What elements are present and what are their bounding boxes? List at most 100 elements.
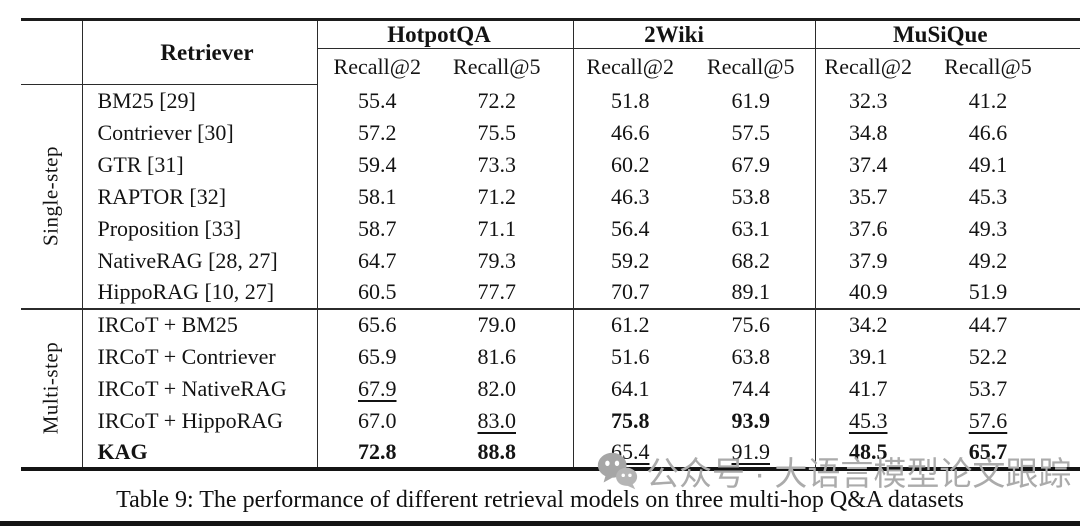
metric-value: 75.5 bbox=[477, 119, 517, 145]
watermark: 公众号 · 大语言模型论文跟踪 bbox=[594, 447, 1071, 495]
metric-value: 67.9 bbox=[316, 372, 445, 405]
metric-value: 63.1 bbox=[731, 215, 771, 241]
retriever-name: IRCoT + Contriever bbox=[81, 340, 317, 373]
retriever-name: RAPTOR [32] bbox=[81, 180, 317, 213]
page-bottom-rule bbox=[0, 521, 1080, 526]
metric-value: 74.4 bbox=[731, 375, 771, 401]
metric-value: 77.7 bbox=[477, 279, 517, 304]
subheader-hotpotqa-recall2: Recall@2 bbox=[316, 48, 445, 85]
metric-value: 58.7 bbox=[316, 212, 445, 245]
group-header-2wiki: 2Wiki bbox=[572, 19, 815, 49]
metric-value: 59.2 bbox=[572, 244, 694, 277]
metric-value: 82.0 bbox=[477, 375, 517, 401]
subheader-musique-recall2: Recall@2 bbox=[814, 48, 942, 85]
group-header-musique: MuSiQue bbox=[814, 19, 1080, 49]
subheader-musique-recall5: Recall@5 bbox=[944, 53, 1032, 79]
retriever-name: NativeRAG [28, 27] bbox=[81, 244, 317, 277]
metric-value: 49.2 bbox=[968, 247, 1008, 273]
metric-value: 75.6 bbox=[694, 307, 815, 341]
metric-value: 49.3 bbox=[968, 215, 1008, 241]
metric-value: 58.1 bbox=[316, 180, 445, 213]
metric-value: 60.2 bbox=[572, 148, 694, 181]
metric-value: 64.1 bbox=[572, 372, 694, 405]
section-label-single-step: Single-step bbox=[21, 85, 82, 309]
metric-value: 35.7 bbox=[814, 180, 942, 213]
metric-value: 57.2 bbox=[316, 116, 445, 149]
metric-value: 70.7 bbox=[572, 276, 694, 309]
retriever-name: HippoRAG [10, 27] bbox=[81, 276, 317, 309]
retriever-name: IRCoT + BM25 bbox=[81, 307, 317, 341]
metric-value: 41.2 bbox=[968, 87, 1008, 113]
metric-value: 46.6 bbox=[968, 119, 1008, 145]
subheader-2wiki-recall5: Recall@5 bbox=[707, 53, 795, 79]
metric-value: 59.4 bbox=[316, 148, 445, 181]
metric-value: 53.7 bbox=[968, 375, 1008, 401]
metric-value: 79.0 bbox=[445, 307, 573, 341]
retriever-name: IRCoT + NativeRAG bbox=[81, 372, 317, 405]
group-header-hotpotqa: HotpotQA bbox=[316, 19, 573, 49]
metric-value: 49.1 bbox=[968, 151, 1008, 177]
metric-value: 37.4 bbox=[814, 148, 942, 181]
metric-value: 44.7 bbox=[942, 307, 1080, 341]
metric-value: 53.8 bbox=[731, 183, 771, 209]
metric-value: 65.7 bbox=[968, 438, 1008, 464]
metric-value: 55.4 bbox=[316, 84, 445, 117]
metric-value: 63.8 bbox=[731, 343, 771, 369]
corner-cell bbox=[21, 19, 82, 85]
metric-value: 34.8 bbox=[814, 116, 942, 149]
metric-value: 60.5 bbox=[316, 276, 445, 309]
metric-value: 45.3 bbox=[814, 404, 942, 437]
metric-value: 41.7 bbox=[814, 372, 942, 405]
metric-value: 79.3 bbox=[477, 247, 517, 273]
metric-value: 51.6 bbox=[572, 340, 694, 373]
retriever-name: GTR [31] bbox=[81, 148, 317, 181]
wechat-icon bbox=[597, 452, 638, 490]
subheader-hotpotqa-recall5: Recall@5 bbox=[453, 53, 541, 79]
metric-value: 57.6 bbox=[968, 407, 1008, 433]
section-label-multi-step: Multi-step bbox=[21, 307, 82, 469]
metric-value: 73.3 bbox=[477, 151, 517, 177]
metric-value: 57.5 bbox=[731, 119, 771, 145]
section-label-text: Single-step bbox=[38, 146, 63, 247]
metric-value: 46.6 bbox=[572, 116, 694, 149]
metric-value: 32.3 bbox=[814, 84, 942, 117]
metric-value: 65.9 bbox=[316, 340, 445, 373]
watermark-text: 公众号 · 大语言模型论文跟踪 bbox=[646, 455, 1072, 492]
section-label-text: Multi-step bbox=[38, 341, 63, 435]
metric-value: 68.2 bbox=[731, 247, 771, 273]
metric-value: 45.3 bbox=[968, 183, 1008, 209]
metric-value: 72.2 bbox=[477, 87, 517, 113]
metric-value: 52.2 bbox=[968, 343, 1008, 369]
metric-value: 37.6 bbox=[814, 212, 942, 245]
metric-value: 91.9 bbox=[731, 438, 771, 464]
metric-value: 71.2 bbox=[477, 183, 517, 209]
table-caption: Table 9: The performance of different re… bbox=[116, 487, 964, 513]
retriever-name: Contriever [30] bbox=[81, 116, 317, 149]
metric-value: 61.9 bbox=[731, 87, 771, 113]
metric-value: 39.1 bbox=[814, 340, 942, 373]
results-table: Retriever HotpotQA 2Wiki MuSiQue Recall@… bbox=[21, 18, 1080, 471]
metric-value: 61.2 bbox=[572, 307, 694, 341]
column-header-retriever: Retriever bbox=[81, 19, 317, 85]
metric-value: 48.5 bbox=[814, 436, 942, 469]
retriever-name: KAG bbox=[81, 436, 317, 469]
retriever-name: IRCoT + HippoRAG bbox=[81, 404, 317, 437]
retriever-name: BM25 [29] bbox=[81, 84, 317, 117]
metric-value: 89.1 bbox=[731, 279, 771, 304]
metric-value: 72.8 bbox=[316, 436, 445, 469]
retriever-name: Proposition [33] bbox=[81, 212, 317, 245]
subheader-2wiki-recall2: Recall@2 bbox=[572, 48, 694, 85]
metric-value: 37.9 bbox=[814, 244, 942, 277]
metric-value: 40.9 bbox=[814, 276, 942, 309]
metric-value: 65.6 bbox=[316, 307, 445, 341]
metric-value: 64.7 bbox=[316, 244, 445, 277]
metric-value: 46.3 bbox=[572, 180, 694, 213]
metric-value: 75.8 bbox=[572, 404, 694, 437]
metric-value: 67.9 bbox=[731, 151, 771, 177]
metric-value: 71.1 bbox=[477, 215, 517, 241]
metric-value: 88.8 bbox=[477, 438, 517, 464]
metric-value: 93.9 bbox=[731, 407, 771, 433]
metric-value: 51.9 bbox=[968, 279, 1008, 304]
metric-value: 83.0 bbox=[477, 407, 517, 433]
metric-value: 56.4 bbox=[572, 212, 694, 245]
